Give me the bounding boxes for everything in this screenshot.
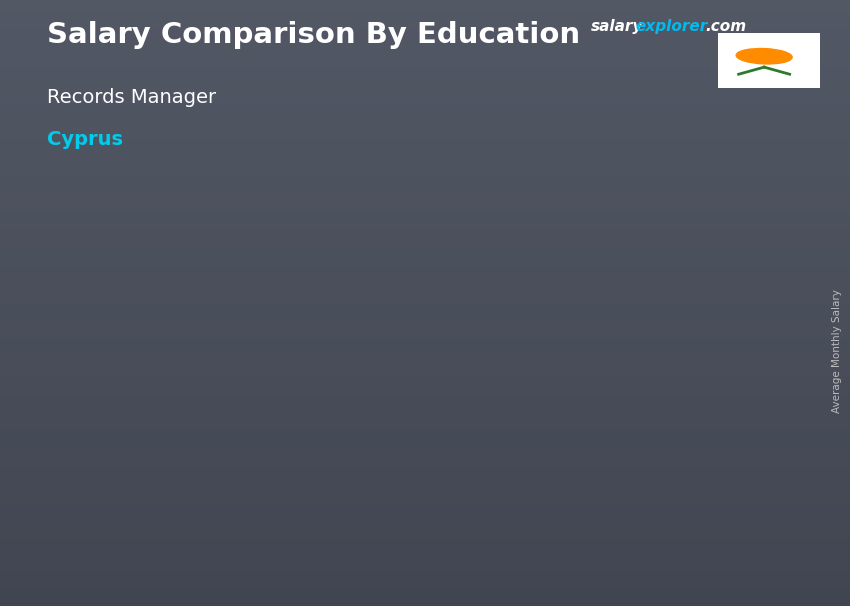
Text: 2,370 EUR: 2,370 EUR <box>576 207 664 225</box>
Bar <box>575 234 589 521</box>
Text: 1,280 EUR: 1,280 EUR <box>130 341 218 359</box>
Text: Salary Comparison By Education: Salary Comparison By Education <box>47 21 580 49</box>
Text: Records Manager: Records Manager <box>47 88 216 107</box>
Bar <box>128 366 143 521</box>
Text: +29%: +29% <box>191 301 281 329</box>
Text: Average Monthly Salary: Average Monthly Salary <box>832 290 842 413</box>
Text: Cyprus: Cyprus <box>47 130 122 149</box>
Bar <box>131 366 216 521</box>
Bar <box>578 234 662 521</box>
Ellipse shape <box>736 48 792 64</box>
Bar <box>439 320 455 521</box>
Bar <box>354 320 439 521</box>
Text: +43%: +43% <box>430 231 520 259</box>
Text: salary: salary <box>591 19 643 35</box>
Text: .com: .com <box>706 19 746 35</box>
Bar <box>216 366 232 521</box>
Text: 1,660 EUR: 1,660 EUR <box>354 295 440 313</box>
Bar <box>662 234 678 521</box>
Bar <box>351 320 366 521</box>
Text: explorer: explorer <box>636 19 708 35</box>
